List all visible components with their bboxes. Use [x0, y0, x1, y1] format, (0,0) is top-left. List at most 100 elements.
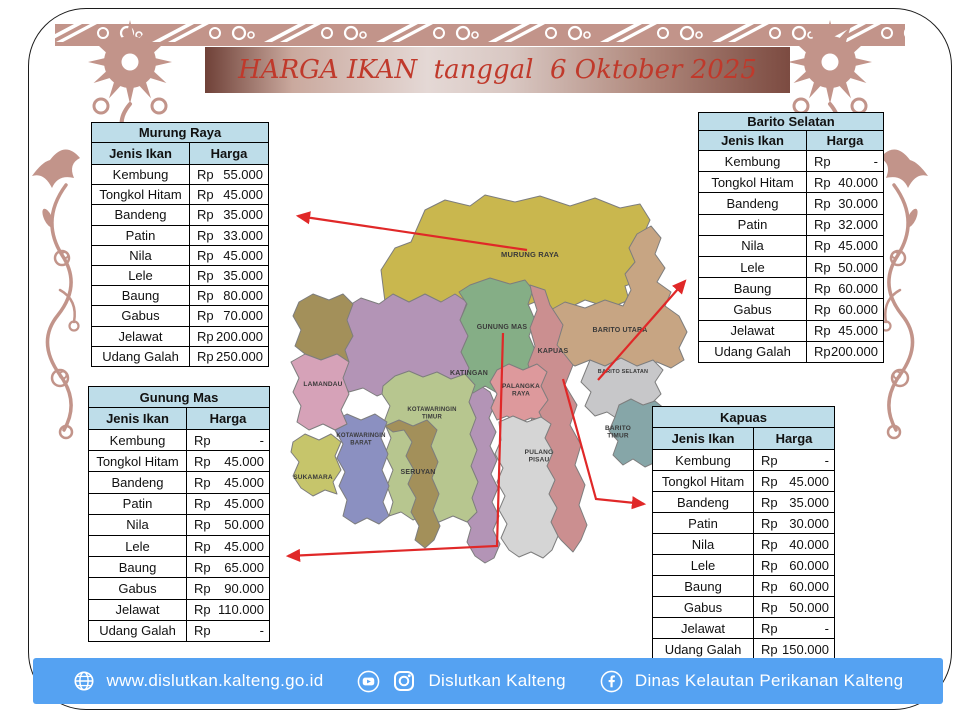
table-title: Kapuas [653, 407, 834, 428]
price-cell: Rp 60.000 [806, 278, 883, 299]
fish-name-cell: Gabus [733, 301, 772, 317]
table-gunung-mas: Gunung Mas Jenis Ikan Harga Kembung Rp - To… [88, 386, 270, 642]
price-cell: Rp - [186, 620, 269, 641]
price-cell: Rp 30.000 [806, 193, 883, 214]
price-cell: Rp 30.000 [753, 513, 834, 533]
table-header-row: Jenis Ikan Harga [89, 408, 269, 430]
price-cell: Rp 50.000 [806, 256, 883, 278]
fish-name-cell: Baung [121, 288, 160, 304]
kalteng-province-map: MURUNG RAYA BARITO UTARA KATINGAN GUNUNG… [290, 194, 688, 564]
table-row: Jelawat Rp 110.000 [89, 599, 269, 621]
fish-name-cell: Lele [125, 538, 150, 554]
price-cell: Rp 40.000 [753, 534, 834, 554]
globe-icon [73, 670, 95, 692]
footer-facebook-name: Dinas Kelautan Perikanan Kalteng [634, 671, 904, 690]
map-label-palangka-raya: PALANGKA RAYA [502, 383, 540, 398]
fish-name-cell: Lele [128, 268, 153, 284]
fish-name-cell: Tongkol Hitam [99, 187, 182, 203]
fish-name-cell: Patin [688, 515, 718, 531]
region-kotawaringin-barat [332, 413, 390, 525]
map-label-gunung-mas: GUNUNG MAS [477, 324, 528, 331]
instagram-icon [392, 669, 416, 693]
col-header-fish: Jenis Ikan [106, 411, 169, 426]
fish-name-cell: Nila [741, 238, 764, 254]
price-cell: Rp 35.000 [189, 265, 268, 286]
fish-name-cell: Tongkol Hitam [96, 453, 179, 469]
price-cell: Rp 45.000 [189, 185, 268, 205]
price-cell: Rp 45.000 [753, 471, 834, 491]
table-row: Patin Rp 33.000 [92, 225, 268, 246]
price-cell: Rp 90.000 [186, 578, 269, 599]
region-lamandau [290, 353, 350, 431]
price-cell: Rp 32.000 [806, 214, 883, 235]
table-row: Baung Rp 60.000 [699, 278, 883, 300]
table-row: Tongkol Hitam Rp 45.000 [89, 451, 269, 473]
top-ornament-band [55, 24, 905, 46]
fish-name-cell: Gabus [118, 580, 157, 596]
fish-name-cell: Jelawat [680, 620, 726, 636]
price-cell: Rp 60.000 [753, 576, 834, 596]
price-cell: Rp 110.000 [186, 599, 269, 620]
fish-name-cell: Udang Galah [714, 344, 791, 360]
fish-name-cell: Nila [691, 536, 715, 552]
col-header-fish: Jenis Ikan [721, 133, 784, 148]
price-cell: Rp 200.000 [806, 341, 883, 362]
map-label-pulang-pisau: PULANG PISAU [525, 449, 554, 464]
table-header-row: Jenis Ikan Harga [92, 143, 268, 165]
table-row: Lele Rp 60.000 [653, 555, 834, 576]
fish-name-cell: Jelawat [118, 328, 163, 344]
fish-name-cell: Patin [737, 217, 768, 233]
table-row: Lele Rp 50.000 [699, 256, 883, 279]
fish-name-cell: Tongkol Hitam [661, 473, 745, 489]
fish-name-cell: Baung [118, 559, 157, 575]
price-cell: Rp 60.000 [753, 555, 834, 575]
fish-name-cell: Nila [129, 247, 152, 263]
price-cell: Rp - [753, 618, 834, 638]
table-row: Patin Rp 45.000 [89, 493, 269, 515]
fish-name-cell: Jelawat [730, 323, 775, 339]
fish-name-cell: Patin [125, 227, 156, 243]
fish-name-cell: Tongkol Hitam [711, 174, 794, 190]
table-row: Bandeng Rp 35.000 [653, 492, 834, 513]
region-sukamara [290, 433, 342, 497]
table-row: Nila Rp 45.000 [699, 235, 883, 257]
fish-name-cell: Gabus [121, 308, 160, 324]
footer-bar: www.dislutkan.kalteng.go.id Dislutkan Ka… [33, 658, 943, 704]
right-vine-ornament [878, 147, 930, 440]
fish-name-cell: Lele [690, 557, 716, 573]
fish-name-cell: Baung [684, 578, 722, 594]
map-label-sukamara: SUKAMARA [293, 474, 333, 481]
table-row: Kembung Rp - [653, 450, 834, 471]
fish-name-cell: Kembung [109, 432, 166, 448]
fish-name-cell: Nila [126, 517, 149, 533]
map-label-kapuas: KAPUAS [538, 348, 569, 355]
youtube-icon [357, 670, 380, 693]
price-cell: Rp 45.000 [806, 320, 883, 341]
table-row: Kembung Rp - [89, 430, 269, 452]
table-row: Bandeng Rp 30.000 [699, 193, 883, 215]
table-row: Jelawat Rp - [653, 618, 834, 639]
title-banner: HARGA IKAN tanggal 6 Oktober 2025 [205, 47, 790, 93]
col-header-price: Harga [186, 408, 269, 429]
map-label-barito-selatan: BARITO SELATAN [598, 369, 648, 375]
price-cell: Rp 250.000 [189, 346, 268, 366]
price-cell: Rp 45.000 [186, 493, 269, 514]
price-cell: Rp 45.000 [186, 451, 269, 472]
fish-name-cell: Udang Galah [102, 348, 179, 364]
fish-name-cell: Kembung [675, 452, 731, 468]
table-row: Baung Rp 80.000 [92, 286, 268, 307]
map-label-seruyan: SERUYAN [401, 469, 436, 476]
col-header-price: Harga [189, 143, 268, 164]
table-murung-raya: Murung Raya Jenis Ikan Harga Kembung Rp 55… [91, 122, 269, 367]
table-row: Gabus Rp 50.000 [653, 597, 834, 618]
table-row: Udang Galah Rp 250.000 [92, 346, 268, 366]
table-row: Lele Rp 45.000 [89, 535, 269, 558]
table-row: Udang Galah Rp - [89, 620, 269, 641]
footer-social-handle: Dislutkan Kalteng [428, 671, 566, 690]
table-row: Kembung Rp - [699, 151, 883, 173]
fish-name-cell: Kembung [724, 153, 781, 169]
table-row: Lele Rp 35.000 [92, 265, 268, 287]
price-cell: Rp 35.000 [189, 205, 268, 225]
table-row: Gabus Rp 90.000 [89, 578, 269, 600]
